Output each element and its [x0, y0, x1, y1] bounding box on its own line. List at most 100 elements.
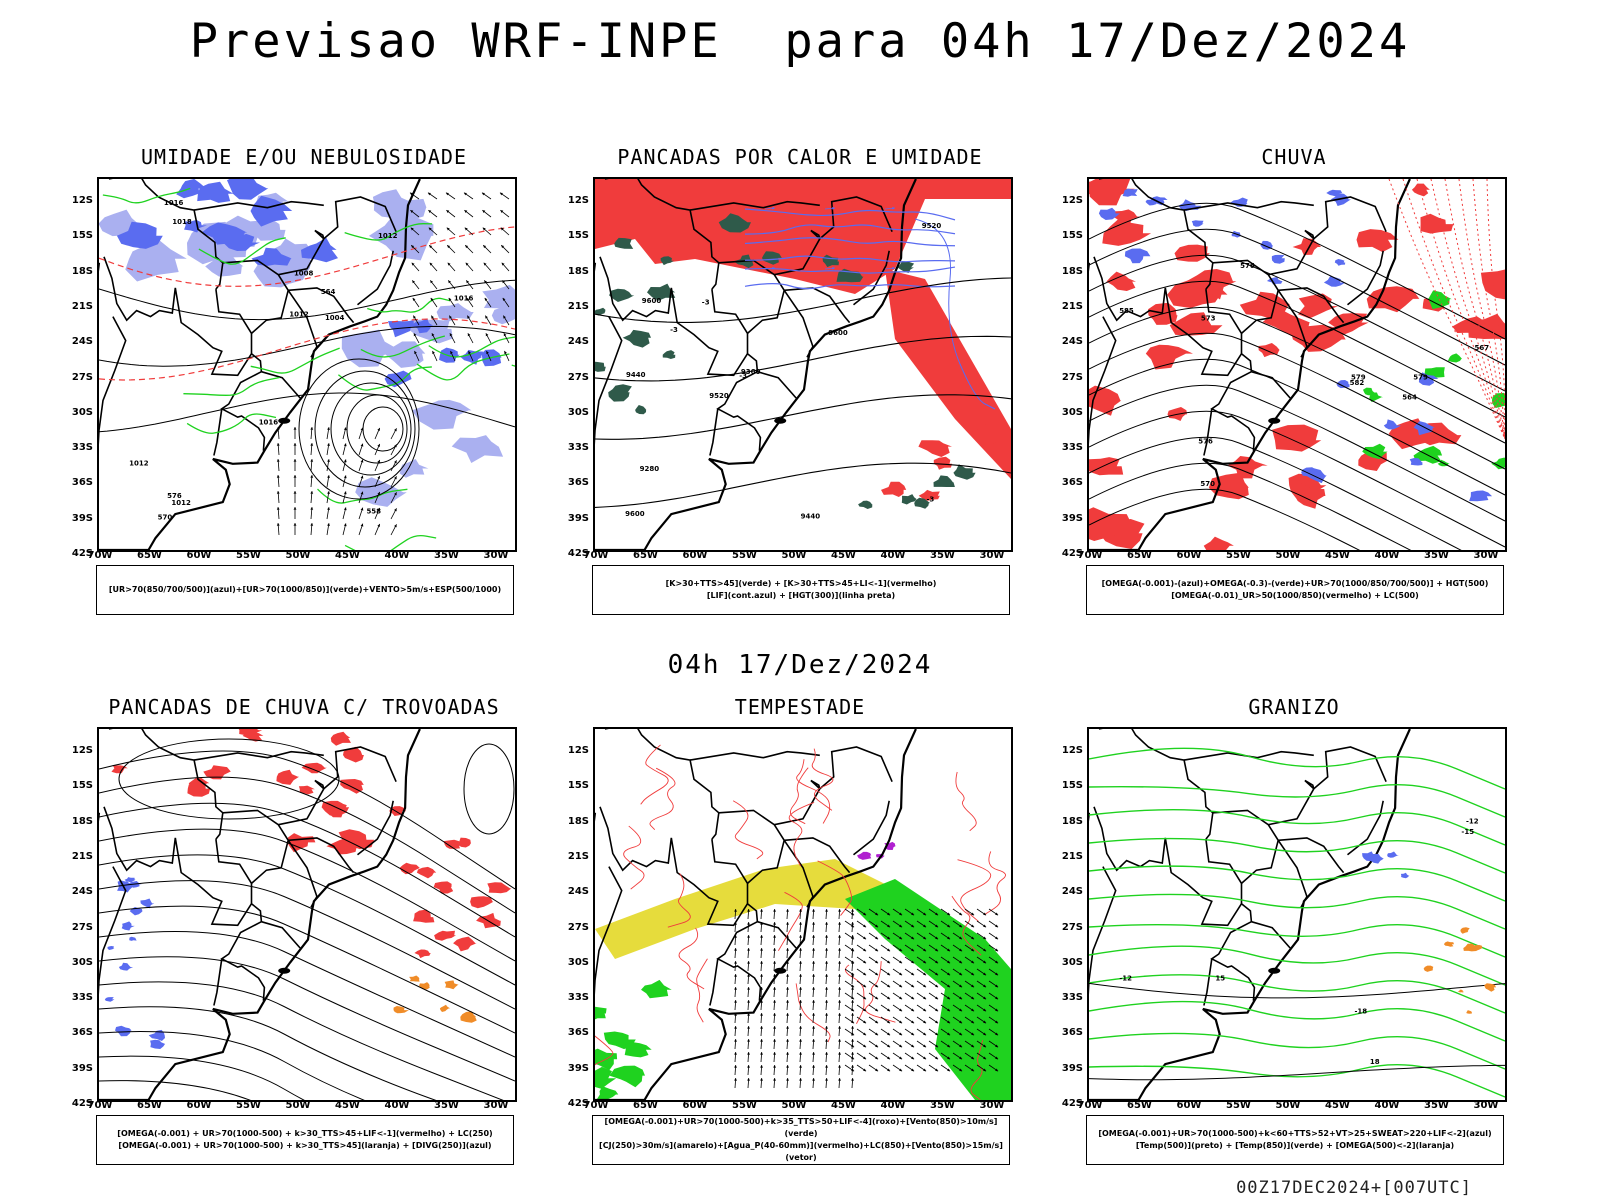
wind-850-vector: [892, 956, 903, 964]
wind-850-area: [641, 979, 672, 999]
temp-850-contour: [1089, 808, 1505, 846]
humidity-low-contour: [367, 297, 451, 313]
wind-vector: [326, 443, 330, 456]
wind-850-vector: [734, 973, 737, 985]
wind-850-vector: [760, 908, 763, 920]
wind-850-vector: [964, 956, 975, 964]
legend-line: [OMEGA(-0.001)-(azul)+OMEGA(-0.3)-(verde…: [1101, 579, 1489, 588]
wind-850-vector: [760, 1064, 763, 1076]
water-contour: [696, 958, 708, 1023]
wind-850-vector: [747, 1077, 750, 1089]
humidity-upper-area: [436, 303, 474, 322]
thunder-area: [338, 829, 375, 850]
wind-850-vector: [856, 920, 867, 928]
contour-label: 576: [1240, 262, 1255, 270]
border-line: [213, 958, 223, 1006]
longitude-tick: 50W: [781, 550, 807, 561]
wind-vector: [410, 209, 420, 218]
humidity-upper-core: [223, 233, 260, 251]
wind-850-area: [595, 1006, 607, 1020]
latitude-tick: 42S: [1061, 1098, 1083, 1109]
border-line: [103, 256, 177, 322]
isobar: [346, 394, 408, 464]
contour-label: 1004: [325, 314, 345, 322]
latitude-tick: 18S: [1061, 815, 1083, 827]
humidity-low-contour: [344, 223, 433, 241]
longitude-tick: 30W: [1473, 1100, 1499, 1111]
temp-850-contour: [1089, 974, 1505, 1014]
wind-vector: [468, 350, 474, 362]
wind-850-vector: [734, 921, 737, 933]
lifted-index-contour: [744, 255, 956, 263]
wind-850-vector: [799, 986, 802, 998]
wind-850-vector: [928, 1040, 939, 1048]
wind-vector: [466, 315, 474, 326]
wind-850-vector: [916, 1016, 927, 1024]
wind-850-vector: [988, 956, 999, 964]
wind-850-vector: [904, 1004, 915, 1012]
border-line: [774, 196, 893, 276]
wind-vector: [310, 443, 314, 456]
longitude-tick: 45W: [1325, 550, 1350, 561]
wind-850-vector: [838, 921, 841, 933]
longitude-tick: 65W: [633, 550, 658, 561]
divergence-area: [129, 936, 137, 941]
wind-vector: [342, 507, 347, 520]
divergence-area: [148, 1029, 165, 1041]
latitude-tick: 12S: [567, 745, 589, 756]
longitude-tick: 40W: [1374, 550, 1400, 561]
border-line: [1203, 408, 1213, 456]
isobar: [362, 406, 404, 452]
wind-850-vector: [812, 908, 815, 920]
showers-orange-area: [419, 982, 430, 990]
wind-vector: [501, 262, 510, 272]
streamline: [99, 828, 515, 962]
showers-li-area: [918, 440, 952, 457]
longitude-tick: 65W: [137, 1100, 162, 1111]
thunder-area: [343, 746, 364, 763]
temp-850-contour: [1089, 924, 1505, 958]
latitude-tick: 39S: [1061, 1062, 1083, 1074]
wind-vector: [427, 192, 438, 200]
contour-label: 573: [1201, 315, 1216, 323]
wind-vector: [484, 315, 492, 326]
wind-850-vector: [812, 960, 815, 972]
showers-orange-area: [409, 975, 420, 982]
wind-850-vector: [734, 934, 737, 946]
omega-500-area: [1457, 989, 1464, 993]
border-line: [314, 229, 325, 240]
wind-vector: [374, 523, 381, 536]
wind-850-vector: [880, 1028, 891, 1036]
thunder-area: [453, 936, 477, 952]
wind-850-vector: [868, 908, 879, 916]
wind-850-vector: [760, 1038, 763, 1050]
coastline: [1089, 729, 1411, 1100]
wind-850-vector: [799, 1038, 802, 1050]
wind-vector: [293, 426, 297, 440]
wind-vector: [310, 427, 314, 440]
thunder-area: [203, 765, 231, 780]
border-line: [278, 196, 397, 276]
border-line: [783, 289, 814, 358]
wind-850-vector: [940, 1064, 951, 1072]
wind-850-vector: [786, 986, 789, 998]
border-line: [215, 838, 266, 1001]
longitude-tick: 70W: [1077, 1100, 1103, 1111]
wind-850-vector: [904, 920, 915, 928]
lifted-index-marker: [764, 266, 775, 270]
wind-850-vector: [868, 932, 879, 940]
wind-850-vector: [868, 1016, 879, 1024]
thunder-area: [287, 833, 316, 853]
wind-850-vector: [851, 973, 854, 985]
wind-vector: [358, 427, 364, 440]
humidity-low-contour: [198, 237, 286, 265]
humidity-upper-core: [251, 247, 292, 266]
humidity-upper-area: [341, 329, 401, 368]
wind-850-vector: [851, 1077, 854, 1089]
longitude-tick: 70W: [1077, 550, 1103, 561]
border-line: [1093, 256, 1167, 322]
omega-area: [1326, 189, 1343, 197]
latitude-tick: 21S: [71, 300, 93, 312]
latitude-tick: 21S: [1061, 300, 1083, 312]
wind-850-vector: [880, 908, 891, 916]
